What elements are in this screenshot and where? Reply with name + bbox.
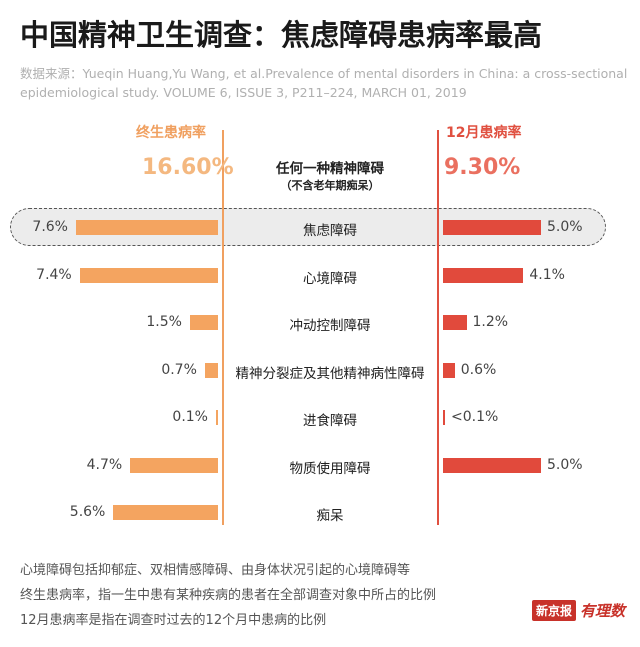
lifetime-value-label: 0.1%	[172, 409, 208, 425]
source-citation: 数据来源：Yueqin Huang,Yu Wang, et al.Prevale…	[20, 64, 630, 102]
any-disorder-label: 任何一种精神障碍	[276, 161, 384, 177]
lifetime-value-label: 0.7%	[161, 361, 197, 378]
footnotes: 心境障碍包括抑郁症、双相情感障碍、由身体状况引起的心境障碍等 终生患病率，指一生…	[20, 558, 436, 633]
logo-script: 有理数	[580, 602, 626, 620]
lifetime-bar	[113, 505, 218, 520]
twelve-month-total: 9.30%	[444, 155, 521, 180]
lifetime-value-label: 7.6%	[32, 219, 68, 235]
category-label: 进食障碍	[303, 413, 357, 429]
footnote-3: 12月患病率是指在调查时过去的12个月中患病的比例	[20, 613, 327, 628]
footnote-1: 心境障碍包括抑郁症、双相情感障碍、由身体状况引起的心境障碍等	[20, 563, 411, 578]
logo-seal: 新京报	[532, 600, 577, 621]
lifetime-bar	[79, 267, 218, 283]
source-line-2: epidemiological study. VOLUME 6, ISSUE 3…	[20, 85, 467, 100]
category-label: 痴呆	[316, 508, 344, 524]
twelve-month-bar	[443, 315, 467, 330]
lifetime-bar	[130, 457, 218, 473]
category-label: 物质使用障碍	[289, 460, 371, 477]
twelve-month-bar	[443, 220, 541, 235]
category-label: 心境障碍	[303, 270, 357, 287]
lifetime-value-label: 1.5%	[146, 314, 182, 330]
twelve-month-header: 12月患病率	[446, 125, 522, 141]
lifetime-value-label: 5.6%	[69, 504, 106, 520]
twelve-month-bar	[443, 457, 541, 473]
publisher-logo: 新京报 有理数	[532, 600, 625, 621]
source-line-1: 数据来源：Yueqin Huang,Yu Wang, et al.Prevale…	[20, 66, 628, 81]
twelve-month-bar	[443, 410, 445, 425]
category-label: 冲动控制障碍	[289, 318, 371, 334]
left-axis-line	[222, 130, 224, 525]
lifetime-bar	[76, 220, 218, 235]
lifetime-value-label: 4.7%	[86, 456, 123, 473]
lifetime-header: 终生患病率	[136, 125, 206, 141]
category-label: 焦虑障碍	[303, 223, 357, 239]
twelve-month-value-label: 5.0%	[547, 219, 583, 235]
lifetime-bar	[189, 315, 218, 330]
twelve-month-bar	[443, 362, 455, 378]
lifetime-bar	[204, 362, 218, 378]
right-axis-line	[437, 130, 439, 525]
footnote-2: 终生患病率，指一生中患有某种疾病的患者在全部调查对象中所占的比例	[20, 588, 437, 603]
lifetime-total: 16.60%	[142, 155, 234, 180]
twelve-month-value-label: 0.6%	[460, 361, 497, 378]
category-label: 精神分裂症及其他精神病性障碍	[235, 365, 425, 382]
twelve-month-bar	[443, 267, 524, 283]
twelve-month-value-label: 4.1%	[529, 266, 565, 283]
twelve-month-value-label: <0.1%	[451, 409, 499, 425]
page-title: 中国精神卫生调查：焦虑障碍患病率最高	[20, 18, 543, 52]
twelve-month-value-label: 1.2%	[472, 314, 509, 330]
any-disorder-sublabel: （不含老年期痴呆）	[280, 179, 380, 192]
twelve-month-value-label: 5.0%	[547, 456, 583, 473]
lifetime-value-label: 7.4%	[36, 266, 72, 283]
lifetime-bar	[216, 410, 218, 425]
